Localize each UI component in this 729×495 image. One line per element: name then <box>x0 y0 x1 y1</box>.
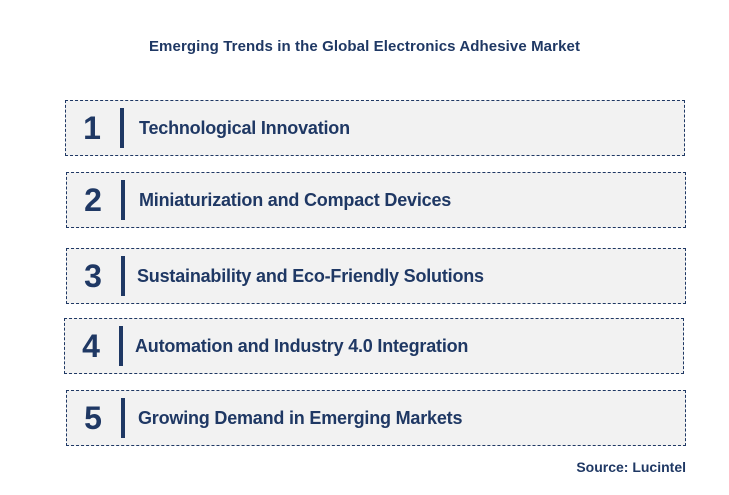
trend-item-4: 4 Automation and Industry 4.0 Integratio… <box>64 318 684 374</box>
trend-number: 4 <box>82 327 100 364</box>
trend-divider <box>119 326 123 366</box>
trend-label: Automation and Industry 4.0 Integration <box>135 335 469 356</box>
trend-divider <box>121 398 125 438</box>
trend-item-1: 1 Technological Innovation <box>65 100 685 156</box>
trend-label: Miniaturization and Compact Devices <box>139 189 452 210</box>
trend-divider <box>120 108 124 148</box>
trend-number: 1 <box>83 109 101 146</box>
trend-divider <box>121 256 125 296</box>
trend-label: Technological Innovation <box>139 117 350 138</box>
trend-number: 3 <box>84 257 102 294</box>
trend-number: 5 <box>84 399 102 436</box>
trend-divider <box>121 180 125 220</box>
trend-number: 2 <box>84 181 102 218</box>
trend-item-2: 2 Miniaturization and Compact Devices <box>66 172 686 228</box>
trend-item-5: 5 Growing Demand in Emerging Markets <box>66 390 686 446</box>
diagram-title: Emerging Trends in the Global Electronic… <box>148 38 581 55</box>
trend-label: Growing Demand in Emerging Markets <box>138 407 463 428</box>
source-credit: Source: Lucintel <box>576 459 686 475</box>
trend-label: Sustainability and Eco-Friendly Solution… <box>137 265 484 286</box>
trend-item-3: 3 Sustainability and Eco-Friendly Soluti… <box>66 248 686 304</box>
